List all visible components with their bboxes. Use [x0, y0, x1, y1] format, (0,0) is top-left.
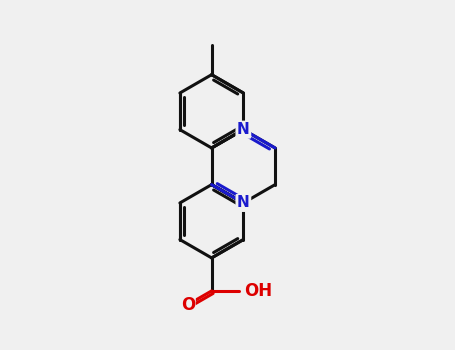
- Text: N: N: [237, 195, 250, 210]
- Text: N: N: [237, 122, 250, 137]
- Text: O: O: [181, 296, 195, 314]
- Text: OH: OH: [245, 282, 273, 300]
